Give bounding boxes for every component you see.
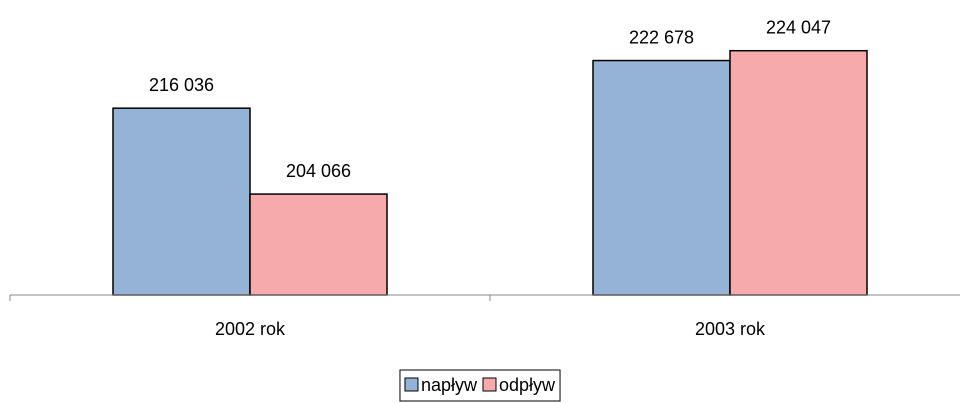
- legend-label: odpływ: [499, 375, 556, 395]
- data-label: 222 678: [629, 27, 694, 47]
- legend-label: napływ: [421, 375, 478, 395]
- legend-swatch: [482, 377, 497, 392]
- bar: [592, 59, 731, 296]
- bar: [729, 49, 868, 296]
- data-label: 204 066: [286, 161, 351, 181]
- x-tick-label: 2002 rok: [215, 319, 286, 339]
- x-tick-label: 2003 rok: [695, 319, 766, 339]
- bar: [249, 193, 388, 296]
- data-label: 216 036: [149, 75, 214, 95]
- legend: napływ odpływ: [399, 369, 561, 402]
- legend-box: [399, 369, 561, 402]
- data-label: 224 047: [766, 17, 831, 37]
- bar: [112, 107, 251, 296]
- legend-swatch: [404, 377, 419, 392]
